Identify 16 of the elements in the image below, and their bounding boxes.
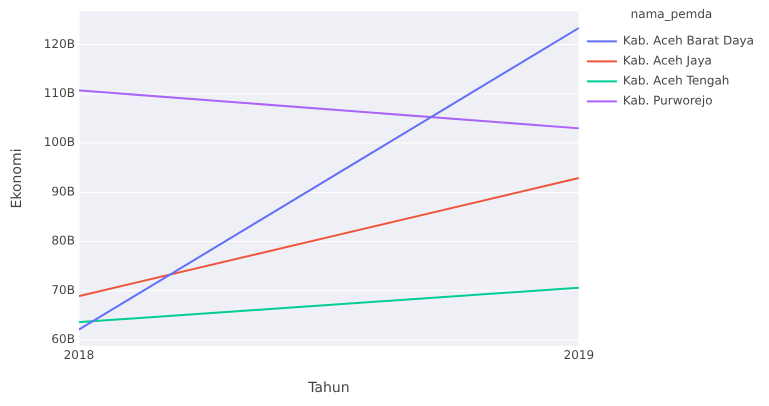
legend-title: nama_pemda — [630, 7, 712, 22]
y-tick-label: 70B — [51, 282, 75, 297]
legend-label: Kab. Aceh Barat Daya — [622, 34, 754, 48]
legend-label: Kab. Aceh Jaya — [622, 54, 712, 68]
y-tick-label: 120B — [44, 36, 75, 51]
x-axis-title: Tahun — [307, 380, 350, 396]
y-tick-label: 80B — [51, 234, 75, 248]
x-tick-label: 2019 — [564, 348, 594, 362]
y-tick-label: 100B — [44, 135, 75, 150]
y-tick-label: 90B — [51, 184, 75, 198]
y-axis-title: Ekonomi — [9, 148, 26, 208]
y-tick-label: 110B — [44, 86, 75, 100]
y-tick-label: 60B — [51, 332, 75, 346]
x-tick-label: 2018 — [64, 348, 94, 362]
legend-label: Kab. Aceh Tengah — [622, 74, 730, 88]
legend-label: Kab. Purworejo — [622, 94, 713, 108]
